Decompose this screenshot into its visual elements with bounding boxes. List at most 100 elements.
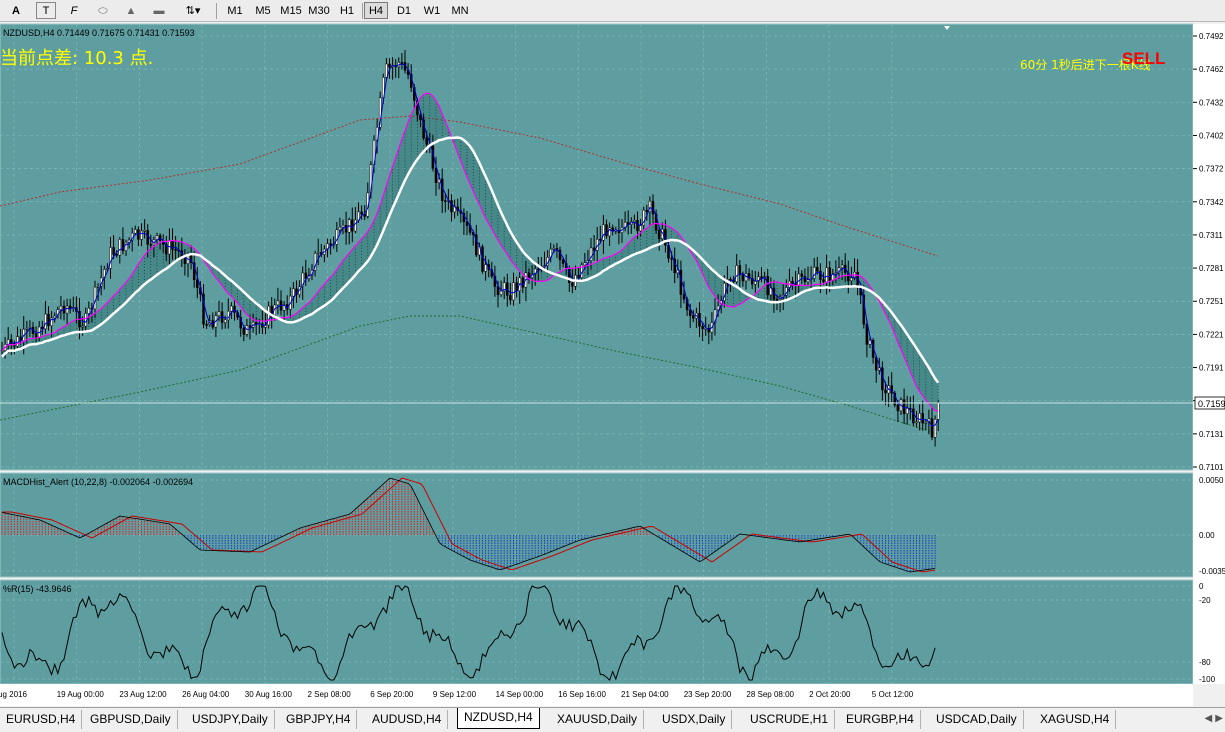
tab-usdx-daily[interactable]: USDX,Daily xyxy=(656,710,733,729)
candle-body xyxy=(53,315,56,319)
timeframe-h1-button[interactable]: H1 xyxy=(339,5,355,17)
candle-body xyxy=(143,229,146,232)
timeframe-d1-button[interactable]: D1 xyxy=(396,5,412,17)
candle-body xyxy=(227,310,230,321)
ma-cloud xyxy=(1,93,939,412)
upper-band-line xyxy=(0,115,939,257)
ellipse-tool-button[interactable]: ⬭ xyxy=(98,5,108,17)
fibonacci-tool-button[interactable]: F xyxy=(70,5,78,17)
tab-gbpjpy-h4[interactable]: GBPJPY,H4 xyxy=(280,710,358,729)
sell-signal: SELL xyxy=(1122,49,1165,68)
candle-body xyxy=(757,276,760,282)
rectangle-tool-button[interactable]: ▬ xyxy=(153,5,165,17)
candle-body xyxy=(10,339,13,344)
candle-body xyxy=(657,229,661,239)
candle-body xyxy=(747,273,751,279)
time-tick-label: 6 Sep 20:00 xyxy=(370,690,414,699)
candle-body xyxy=(766,275,769,296)
candle-body xyxy=(450,200,453,213)
timeframe-m1-button[interactable]: M1 xyxy=(227,5,243,17)
wpr-tick-label: 0 xyxy=(1199,582,1204,591)
candle-body xyxy=(434,168,438,183)
time-scale xyxy=(0,684,1193,706)
price-tick-label: 0.7432 xyxy=(1199,98,1224,107)
candle-body xyxy=(245,325,249,335)
toolbar-separator xyxy=(362,3,363,19)
price-tick-label: 0.7372 xyxy=(1199,165,1224,174)
price-tick-label: 0.7311 xyxy=(1199,231,1223,240)
candle-body xyxy=(648,200,652,212)
triangle-tool-button[interactable]: ▲ xyxy=(125,5,137,17)
candle-body xyxy=(502,282,506,292)
timeframe-w1-button[interactable]: W1 xyxy=(423,5,441,17)
timeframe-m15-button[interactable]: M15 xyxy=(280,5,302,17)
candle-body xyxy=(865,323,869,345)
lower-band-line xyxy=(0,315,939,435)
price-tick-label: 0.7342 xyxy=(1199,198,1224,207)
tab-xagusd-h4[interactable]: XAGUSD,H4 xyxy=(1034,710,1117,729)
candle-body xyxy=(692,315,695,319)
tab-gbpusd-daily[interactable]: GBPUSD,Daily xyxy=(84,710,178,729)
tab-eurgbp-h4[interactable]: EURGBP,H4 xyxy=(840,710,921,729)
candle-body xyxy=(124,242,128,251)
candle-body xyxy=(155,235,159,240)
price-tick-label: 0.7251 xyxy=(1199,297,1224,306)
candle-body xyxy=(313,253,317,271)
symbol-header: NZDUSD,H4 0.71449 0.71675 0.71431 0.7159… xyxy=(3,28,195,38)
price-tick-label: 0.7402 xyxy=(1199,131,1224,140)
candle-body xyxy=(354,219,357,232)
tab-usdcad-daily[interactable]: USDCAD,Daily xyxy=(930,710,1024,729)
tab-audusd-h4[interactable]: AUDUSD,H4 xyxy=(366,710,449,729)
candle-body xyxy=(341,224,345,228)
price-tick-label: 0.7462 xyxy=(1199,65,1224,74)
text-label-tool-button[interactable]: T xyxy=(36,2,56,19)
candle-body xyxy=(682,294,686,300)
candle-body xyxy=(44,313,47,330)
chart-tabs: EURUSD,H4 GBPUSD,Daily USDJPY,Daily GBPJ… xyxy=(0,707,1225,732)
tab-uscrude-h1[interactable]: USCRUDE,H1 xyxy=(744,710,836,729)
candle-body xyxy=(645,209,649,212)
price-chart[interactable]: 0.7492 0.7462 0.7432 0.7402 0.7372 0.7342 0.73… xyxy=(0,22,1225,706)
candle-body xyxy=(527,272,531,278)
shift-marker-icon[interactable] xyxy=(944,26,950,30)
timeframe-h4-button[interactable]: H4 xyxy=(364,2,388,19)
macd-panel xyxy=(0,472,1194,578)
macd-tick-label: -0.0035 xyxy=(1199,567,1225,576)
tab-xauusd-daily[interactable]: XAUUSD,Daily xyxy=(551,710,645,729)
time-tick-label: 16 Sep 16:00 xyxy=(558,690,606,699)
candle-body xyxy=(425,137,428,145)
candle-body xyxy=(521,277,525,288)
timeframe-m5-button[interactable]: M5 xyxy=(255,5,271,17)
arrows-tool-button[interactable]: ⇅▾ xyxy=(185,5,201,17)
candle-body xyxy=(223,319,227,323)
current-price-label: 0.7159 xyxy=(1198,399,1225,409)
candle-body xyxy=(25,328,29,330)
timeframe-m30-button[interactable]: M30 xyxy=(308,5,330,17)
candle-body xyxy=(701,326,704,330)
tab-scroll-arrows-icon[interactable]: ◀ ▶ xyxy=(1204,713,1223,724)
candle-body xyxy=(93,286,97,310)
time-tick-label: 5 Oct 12:00 xyxy=(872,690,914,699)
candle-body xyxy=(360,211,363,215)
candle-body xyxy=(174,249,177,251)
price-tick-label: 0.7492 xyxy=(1199,32,1224,41)
candle-body xyxy=(233,305,236,313)
candle-body xyxy=(915,421,918,424)
candle-body xyxy=(335,229,339,245)
tab-nzdusd-h4[interactable]: NZDUSD,H4 xyxy=(457,708,540,729)
candle-body xyxy=(924,422,928,424)
timeframe-mn-button[interactable]: MN xyxy=(451,5,469,17)
candle-body xyxy=(149,244,153,246)
candle-body xyxy=(230,305,233,312)
candle-body xyxy=(816,266,819,272)
wpr-panel xyxy=(0,579,1194,685)
tab-eurusd-h4[interactable]: EURUSD,H4 xyxy=(0,710,83,729)
tab-usdjpy-daily[interactable]: USDJPY,Daily xyxy=(186,710,275,729)
price-tick-label: 0.7101 xyxy=(1199,463,1224,472)
macd-signal-line xyxy=(2,477,936,573)
time-tick-label: 21 Sep 04:00 xyxy=(621,690,669,699)
text-tool-button[interactable]: A xyxy=(12,5,20,17)
candle-body xyxy=(385,63,388,78)
candle-body xyxy=(825,267,828,283)
wpr-line xyxy=(1,585,936,681)
